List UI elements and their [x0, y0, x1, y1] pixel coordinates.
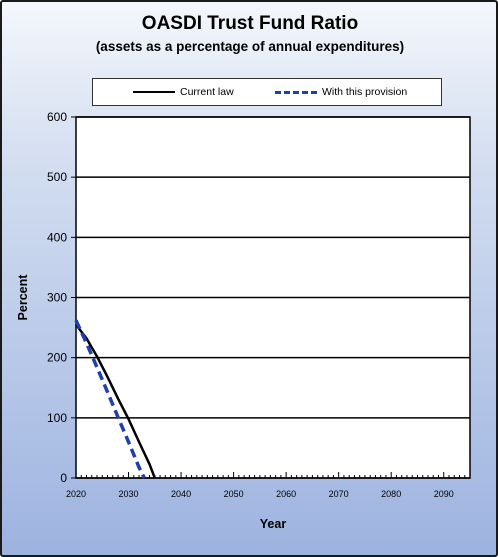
x-tick-label: 2060: [276, 489, 296, 499]
y-tick-label: 400: [47, 230, 67, 244]
y-tick-label: 600: [47, 110, 67, 124]
x-tick-label: 2070: [329, 489, 349, 499]
y-tick-label: 300: [47, 291, 67, 305]
y-tick-label: 200: [47, 351, 67, 365]
legend-label-with-provision: With this provision: [322, 86, 408, 98]
y-tick-label: 0: [60, 471, 67, 485]
y-axis-label: Percent: [16, 274, 30, 321]
chart-subtitle: (assets as a percentage of annual expend…: [95, 39, 405, 54]
legend: Current law With this provision: [92, 78, 442, 106]
x-tick-label: 2030: [119, 489, 139, 499]
legend-item-with-provision: With this provision: [275, 79, 407, 105]
y-tick-label: 500: [47, 170, 67, 184]
y-tick-label: 100: [47, 411, 67, 425]
x-tick-label: 2090: [434, 489, 454, 499]
legend-label-current-law: Current law: [180, 86, 234, 98]
x-axis-label: Year: [260, 517, 287, 531]
x-tick-label: 2020: [66, 489, 86, 499]
chart-title: OASDI Trust Fund Ratio: [141, 13, 359, 34]
x-tick-label: 2040: [171, 489, 191, 499]
series-line-current-law: [75, 323, 156, 479]
x-tick-label: 2050: [224, 489, 244, 499]
legend-swatch-current-law: [133, 91, 175, 93]
x-tick-label: 2080: [381, 489, 401, 499]
legend-item-current-law: Current law: [133, 79, 234, 105]
series-line-with-provision: [74, 319, 146, 479]
legend-swatch-with-provision: [275, 90, 317, 94]
